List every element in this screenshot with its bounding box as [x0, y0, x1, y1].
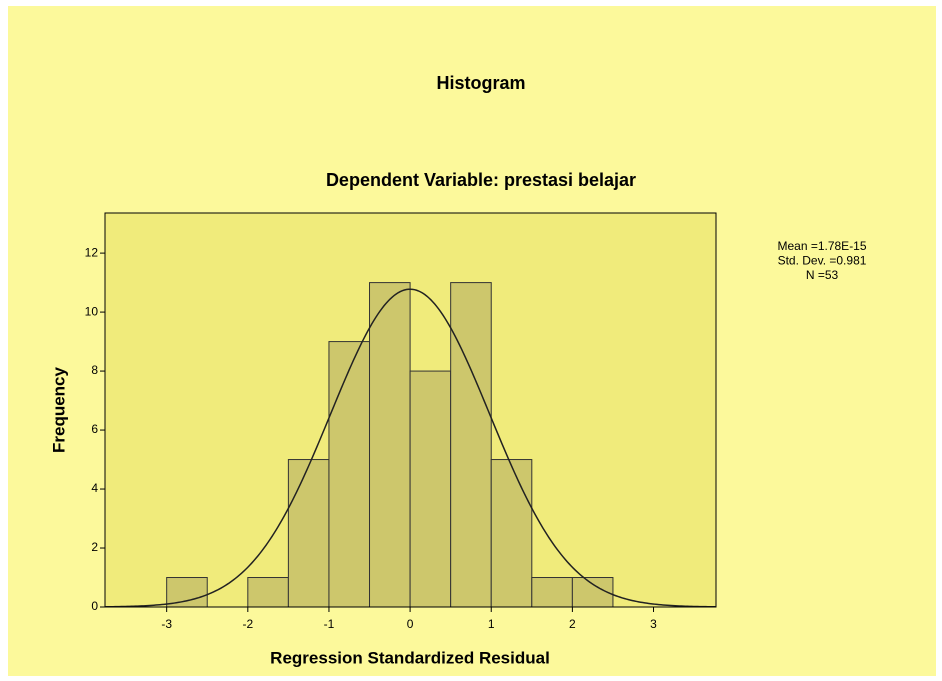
y-axis-label: Frequency [49, 366, 68, 453]
x-axis-label: Regression Standardized Residual [270, 648, 550, 667]
bar [409, 370, 452, 608]
bar [490, 459, 533, 608]
y-tick-label: 4 [91, 481, 98, 495]
y-tick-label: 12 [85, 245, 99, 259]
bar [369, 282, 411, 608]
stat-label: Std. Dev. =0.981 [778, 254, 867, 268]
x-tick-label: -3 [161, 617, 172, 631]
bar [247, 577, 289, 608]
y-tick-label: 2 [91, 540, 98, 554]
bar [328, 341, 371, 608]
x-tick-label: 3 [650, 617, 657, 631]
bar [531, 577, 573, 608]
y-tick-label: 8 [91, 363, 98, 377]
normal-curve [104, 288, 717, 608]
chart-title: Histogram [436, 73, 525, 93]
y-tick-label: 10 [85, 304, 99, 318]
bar [450, 282, 492, 608]
chart-subtitle: Dependent Variable: prestasi belajar [326, 170, 636, 190]
bar [166, 577, 208, 608]
x-tick-label: -1 [324, 617, 335, 631]
y-tick-label: 0 [91, 599, 98, 613]
bar [287, 459, 330, 608]
stat-label: Mean =1.78E-15 [777, 239, 866, 253]
stat-label: N =53 [806, 268, 839, 282]
x-tick-label: 2 [569, 617, 576, 631]
x-tick-label: 1 [488, 617, 495, 631]
x-tick-label: -2 [242, 617, 253, 631]
x-tick-label: 0 [407, 617, 414, 631]
y-tick-label: 6 [91, 422, 98, 436]
